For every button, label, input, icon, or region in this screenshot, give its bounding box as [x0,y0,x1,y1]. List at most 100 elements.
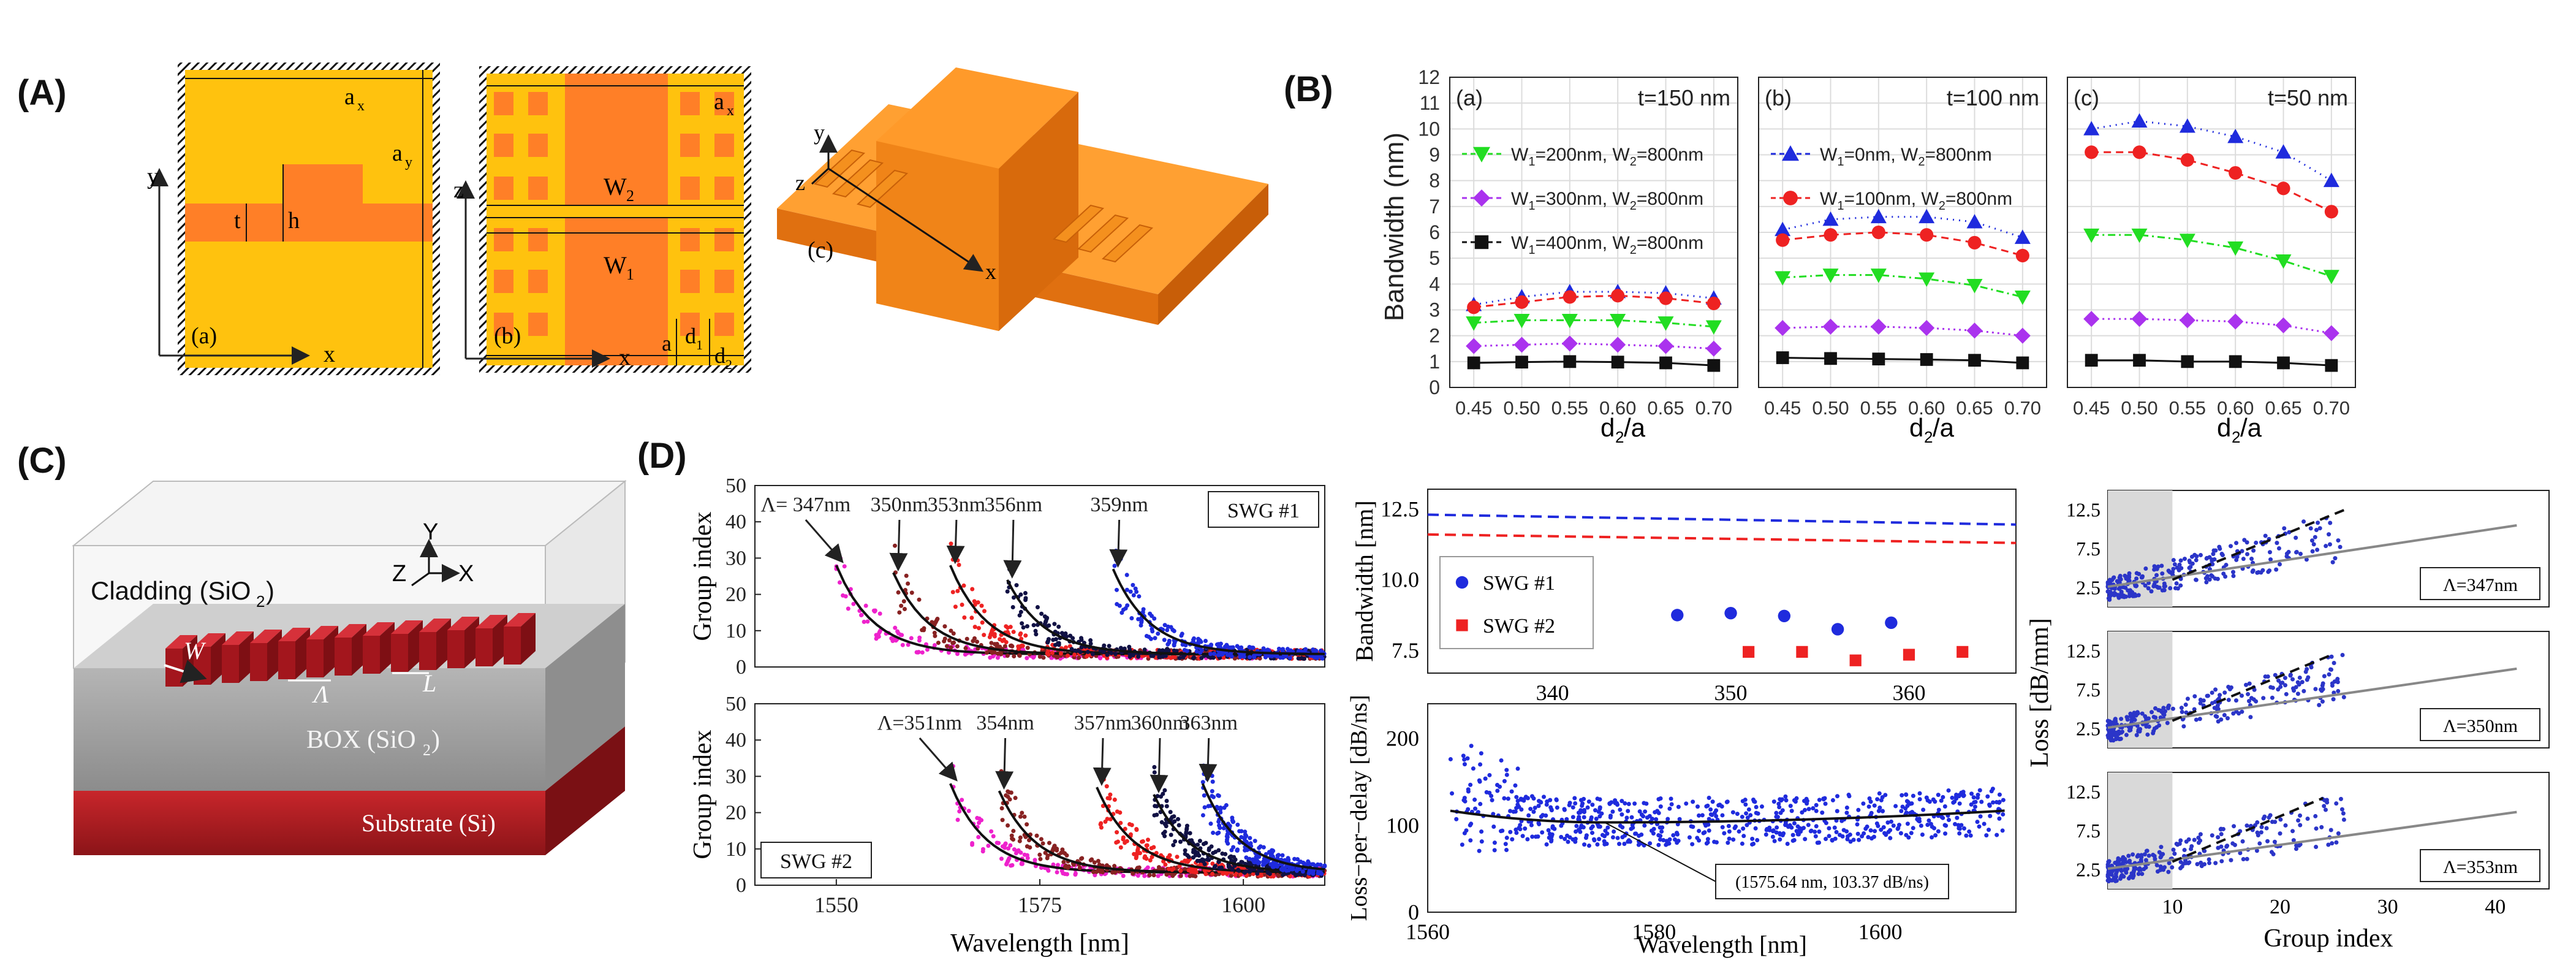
panelb-xlabel-b-suffix: /a [1933,413,1955,442]
data-point [1478,762,1483,767]
data-point [1168,810,1173,815]
data-point [1827,834,1832,839]
data-point [1824,228,1838,242]
period-arrow [1150,737,1169,793]
data-point [1544,802,1549,807]
data-point [2224,844,2229,849]
data-point [2232,842,2237,847]
data-point [1301,860,1306,865]
cladding-top [72,481,627,546]
data-point [1491,824,1496,829]
annotation-line [1604,821,1716,882]
dashed-fit [2172,652,2335,722]
swg-segment-top [194,633,225,647]
data-point [1984,833,1989,838]
panelb-xlabel-c-suffix: /a [2240,413,2262,442]
data-point [1244,855,1249,860]
data-point [2284,551,2289,556]
data-point [1232,656,1237,661]
data-point [1466,338,1482,354]
data-point [1669,802,1674,807]
data-point [1000,818,1005,823]
data-point [1672,837,1677,842]
ytick-label: 4 [1429,273,1440,295]
fit-curve [1112,568,1325,655]
panelb-xlabel-c-sub: 2 [2232,428,2240,446]
xtick-label: 1600 [1221,893,1265,917]
data-point [1294,873,1298,878]
data-point [1020,643,1025,648]
data-point [1318,863,1323,867]
data-point [1202,868,1207,873]
data-point [2272,839,2277,844]
data-point [2234,541,2239,546]
label-box: BOX (SiO [306,726,416,754]
data-point [2154,863,2159,867]
data-point [2213,576,2218,581]
group-index-ylabel: Group index [689,730,717,859]
data-point [1134,826,1139,831]
data-point [1939,798,1944,803]
data-point [1549,807,1554,812]
data-point [2298,823,2303,828]
data-point [1968,235,1982,250]
data-point [2341,817,2346,822]
period-label: 360nm [1131,712,1189,734]
data-point [964,636,969,641]
data-point [1987,828,1991,832]
data-point [2127,858,2132,863]
data-point [1229,854,1233,859]
data-point [1316,871,1320,876]
data-point [1294,869,1299,874]
data-point [1052,622,1057,627]
data-point [957,563,961,568]
data-point [1946,788,1951,793]
data-point [1536,834,1540,839]
data-point [1756,811,1760,816]
data-point [1483,776,1488,781]
data-point [1632,801,1637,806]
data-point [2161,706,2166,710]
data-point [1943,831,1948,836]
data-point [2125,717,2130,722]
data-point [2158,864,2163,869]
data-point [1156,631,1161,636]
data-point [1508,809,1513,813]
data-point [1161,831,1166,836]
data-point [1005,653,1010,658]
data-point [1995,832,1999,837]
panelb-xlabel-a: d [1601,413,1615,442]
data-point [2306,675,2311,680]
data-point [2136,853,2141,858]
data-point [1893,804,1898,809]
data-point [1286,856,1290,861]
loss-group-index-plot: 2.57.512.510 20 30 40Λ=353nm [2066,772,2550,918]
data-point [2205,574,2210,579]
data-point [1211,831,1216,836]
data-point [1891,823,1896,828]
data-point [2248,715,2253,720]
period-label: 363nm [1180,712,1237,734]
data-point [1182,647,1187,652]
data-point [1169,625,1173,630]
data-point [1233,872,1238,877]
data-point [2318,687,2323,692]
data-point [2283,683,2288,688]
data-point [1744,823,1749,828]
data-point [982,633,987,638]
data-point [1147,873,1152,878]
data-point [1831,623,1844,636]
data-point [2128,874,2133,879]
data-point [1197,839,1202,844]
data-point [1131,871,1135,876]
data-point [2213,861,2218,866]
data-point [862,619,866,624]
legend-entry: W1=100nm, W2=800nm [1820,189,2012,213]
data-point [1990,787,1995,791]
data-point [1222,806,1227,810]
data-point [942,639,947,644]
data-point [906,642,911,647]
data-point [2105,589,2110,594]
